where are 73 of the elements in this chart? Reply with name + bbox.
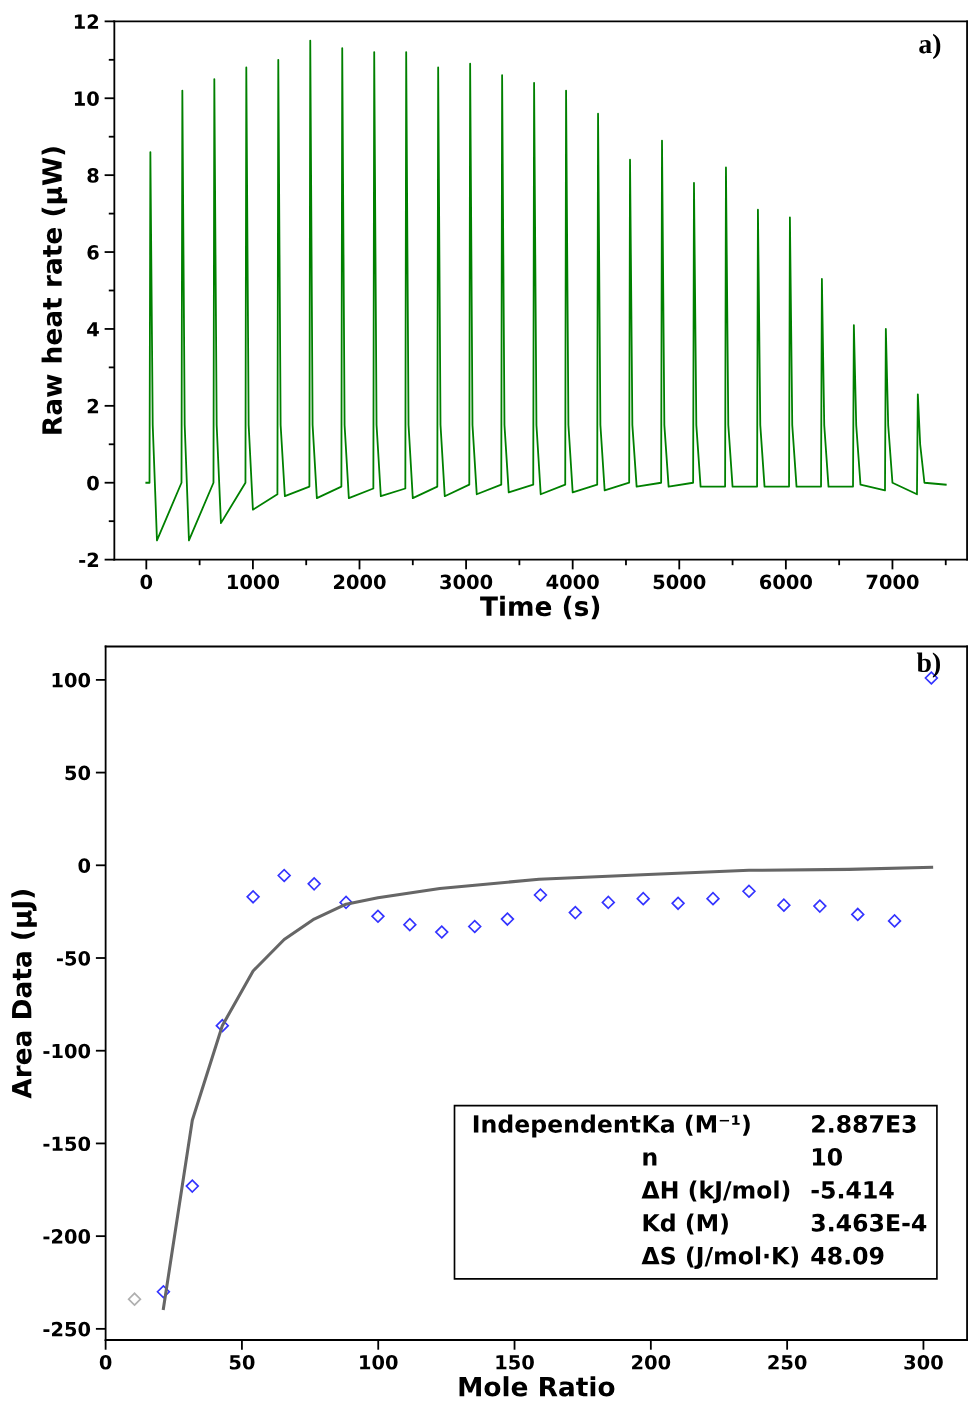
point — [777, 898, 791, 912]
y-tick-label: 12 — [74, 14, 99, 29]
x-tick-label: 5000 — [653, 574, 706, 590]
point — [887, 914, 902, 928]
annotation: n — [643, 1152, 657, 1166]
point — [601, 895, 616, 910]
x-tick-label: 250 — [768, 1354, 807, 1370]
y-tick-label: 10 — [74, 91, 99, 106]
line-series — [161, 865, 934, 1310]
point — [127, 1292, 142, 1306]
x-tick-label: 2000 — [333, 574, 386, 590]
annotation: Kd (M) — [643, 1213, 728, 1235]
x-tick-label: 3000 — [440, 574, 493, 590]
y-tick-label: -200 — [43, 1229, 91, 1244]
annotation: b) — [916, 652, 940, 678]
y-axis-title: Area Data (μJ) — [11, 890, 37, 1099]
annotation: ΔH (kJ/mol) — [641, 1180, 790, 1204]
y-tick-label: -150 — [43, 1136, 91, 1152]
y-axis-title: Raw heat rate (μW) — [41, 147, 68, 434]
x-tick-label: 0 — [99, 1354, 112, 1370]
point — [706, 891, 720, 906]
point — [533, 888, 548, 902]
point — [435, 925, 449, 939]
y-tick-label: 50 — [65, 765, 91, 781]
x-tick-label: 100 — [360, 1354, 398, 1370]
annotation: 3.463E-4 — [811, 1213, 927, 1232]
point — [671, 896, 685, 911]
x-tick-label: 200 — [632, 1354, 671, 1370]
y-tick-label: -2 — [79, 552, 99, 568]
x-tick-label: 6000 — [760, 574, 812, 590]
point — [307, 877, 321, 891]
y-tick-label: 4 — [87, 322, 99, 337]
y-tick-label: 100 — [52, 672, 91, 688]
annotation: 2.887E3 — [812, 1115, 916, 1133]
annotation: -5.414 — [811, 1181, 894, 1199]
y-tick-label: -100 — [43, 1043, 91, 1059]
point — [339, 895, 353, 910]
y-tick-label: 6 — [87, 245, 99, 260]
point — [568, 905, 583, 920]
x-tick-label: 150 — [496, 1354, 534, 1370]
y-tick-label: 8 — [87, 168, 99, 183]
point — [813, 899, 827, 913]
point — [851, 907, 865, 922]
annotation: a) — [919, 33, 941, 60]
point — [185, 1179, 200, 1193]
annotation: ΔS (J/mol·K) — [641, 1246, 799, 1270]
annotation: 48.09 — [811, 1246, 884, 1265]
y-tick-label: 0 — [87, 475, 99, 491]
point — [156, 1285, 171, 1299]
point — [277, 868, 291, 883]
x-tick-label: 7000 — [866, 574, 919, 590]
y-tick-label: 2 — [87, 398, 99, 414]
point — [500, 912, 515, 926]
x-tick-label: 1000 — [228, 574, 280, 590]
x-tick-label: 50 — [229, 1354, 255, 1370]
point — [215, 1018, 230, 1033]
point — [403, 917, 417, 932]
x-axis-title: Mole Ratio — [459, 1376, 615, 1397]
point — [246, 890, 260, 904]
x-tick-label: 4000 — [546, 574, 599, 590]
annotation: 10 — [812, 1147, 843, 1166]
annotation: Independent — [473, 1114, 641, 1138]
point — [371, 909, 385, 924]
y-tick-label: -50 — [56, 950, 91, 966]
point — [742, 884, 756, 898]
point — [636, 891, 650, 906]
x-tick-label: 300 — [904, 1354, 943, 1370]
y-tick-label: 0 — [78, 858, 91, 873]
annotation: Ka (M⁻¹) — [643, 1114, 750, 1136]
x-axis-title: Time (s) — [480, 595, 600, 620]
x-tick-label: 0 — [140, 574, 153, 590]
point — [468, 919, 482, 934]
y-tick-label: -250 — [43, 1321, 91, 1337]
